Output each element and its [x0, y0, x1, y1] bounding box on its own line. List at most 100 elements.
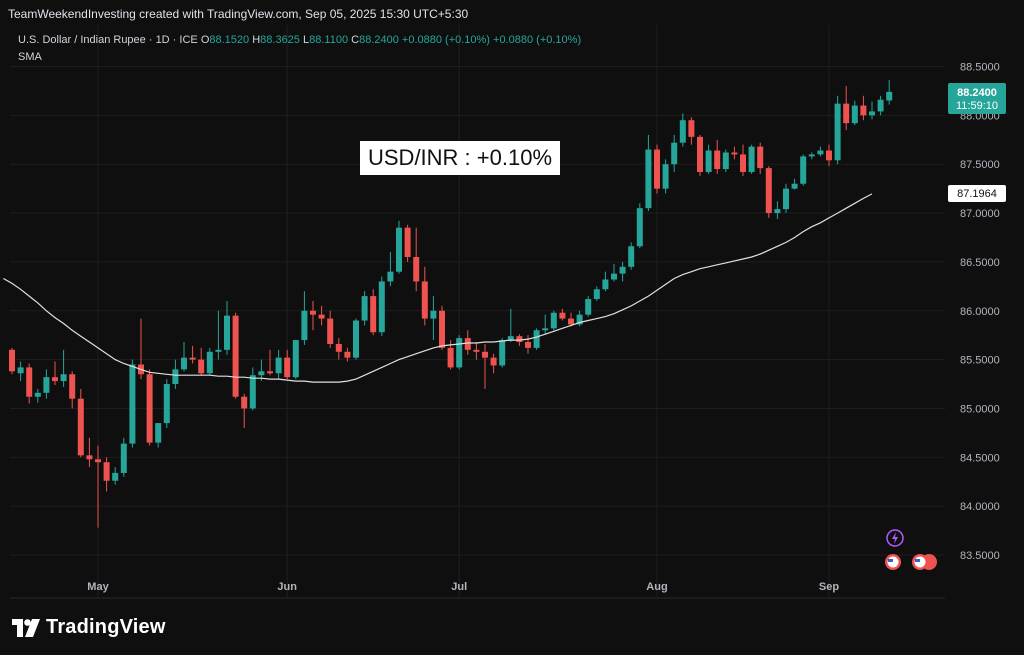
candle-body [559, 312, 566, 319]
candle [473, 342, 480, 360]
candle [585, 296, 592, 317]
candle-body [327, 318, 334, 344]
candle [95, 445, 101, 528]
candle [413, 227, 420, 292]
candle-body [662, 164, 669, 189]
ohlc-legend[interactable]: U.S. Dollar / Indian Rupee · 1D · ICE O8… [18, 34, 581, 46]
candle-body [224, 315, 230, 350]
candle-body [593, 289, 600, 300]
candle-body [275, 357, 282, 374]
candle-body [112, 472, 119, 481]
candle [499, 338, 506, 368]
candle-body [206, 351, 213, 374]
event-icons[interactable] [885, 529, 937, 570]
candle-body [619, 266, 626, 274]
tradingview-logo-icon [12, 618, 40, 637]
candle-body [731, 152, 738, 155]
candle-body [344, 351, 351, 358]
attribution-bar: TeamWeekendInvesting created with Tradin… [8, 7, 469, 21]
candle-body [52, 377, 58, 382]
y-tick-label: 84.5000 [960, 452, 1000, 464]
candle [43, 369, 50, 399]
candle [542, 314, 549, 335]
candle [344, 347, 351, 362]
candle [619, 261, 626, 282]
candle [206, 347, 213, 376]
candle-body [585, 299, 592, 315]
candle [232, 312, 239, 399]
candle [9, 347, 15, 375]
candle-body [473, 349, 480, 352]
tradingview-logo-text: TradingView [46, 616, 166, 638]
candle-body [516, 336, 523, 343]
indicator-legend-sma[interactable]: SMA [18, 51, 42, 63]
candle [602, 271, 609, 292]
candle-body [9, 349, 15, 372]
candle-body [568, 318, 574, 325]
candle [722, 149, 729, 173]
candle-body [800, 156, 807, 184]
candle-body [103, 462, 110, 481]
y-tick-label: 88.5000 [960, 62, 1000, 74]
candle [654, 144, 660, 194]
candle [189, 345, 196, 364]
candle [353, 318, 359, 360]
symbol-name[interactable]: U.S. Dollar / Indian Rupee · 1D · ICE [18, 34, 198, 46]
high-value: 88.3625 [260, 34, 300, 46]
sma-line [3, 193, 873, 383]
candle-body [843, 103, 850, 124]
candle [86, 437, 93, 468]
candle-body [396, 227, 402, 272]
candle-body [17, 367, 24, 374]
candle [249, 367, 256, 411]
candle-body [232, 315, 239, 397]
candle-body [198, 359, 205, 374]
candle-body [886, 91, 893, 101]
candle [172, 359, 179, 389]
candle-body [740, 154, 746, 173]
candle [791, 178, 798, 190]
candle [241, 393, 248, 428]
candle [714, 139, 721, 174]
candle [120, 437, 127, 477]
candle [550, 310, 557, 331]
lightning-icon[interactable] [886, 529, 904, 547]
candle [568, 312, 574, 327]
candle [507, 308, 514, 343]
candle-body [714, 150, 721, 170]
candle-body [215, 349, 222, 352]
candle-body [826, 150, 832, 161]
candle [559, 308, 566, 321]
candle [163, 379, 170, 428]
y-tick-label: 84.0000 [960, 501, 1000, 513]
candle-body [834, 103, 841, 161]
candle-body [267, 371, 273, 374]
candle [800, 154, 807, 186]
candle [671, 134, 678, 173]
bar-countdown: 11:59:10 [956, 100, 998, 112]
candle [155, 423, 162, 448]
candle [198, 347, 205, 376]
candle-body [611, 273, 617, 280]
candle [215, 310, 222, 360]
candle [525, 335, 531, 354]
candle [593, 286, 600, 301]
candle [404, 224, 411, 262]
candle-body [129, 364, 136, 444]
candle [705, 144, 712, 174]
tradingview-logo[interactable]: TradingView [12, 616, 166, 639]
change-badge: USD/INR : +0.10% [360, 141, 561, 175]
candle-body [292, 340, 299, 378]
candle [808, 152, 815, 160]
candle-body [353, 320, 359, 358]
candle-body [791, 183, 798, 189]
candle-body [860, 105, 867, 116]
candle [146, 369, 153, 446]
y-tick-label: 85.5000 [960, 355, 1000, 367]
candle [60, 349, 67, 387]
candle-body [671, 142, 678, 165]
candle-body [456, 338, 463, 368]
sma-value-label: 87.1964 [948, 185, 1006, 202]
candle-body [60, 374, 67, 382]
